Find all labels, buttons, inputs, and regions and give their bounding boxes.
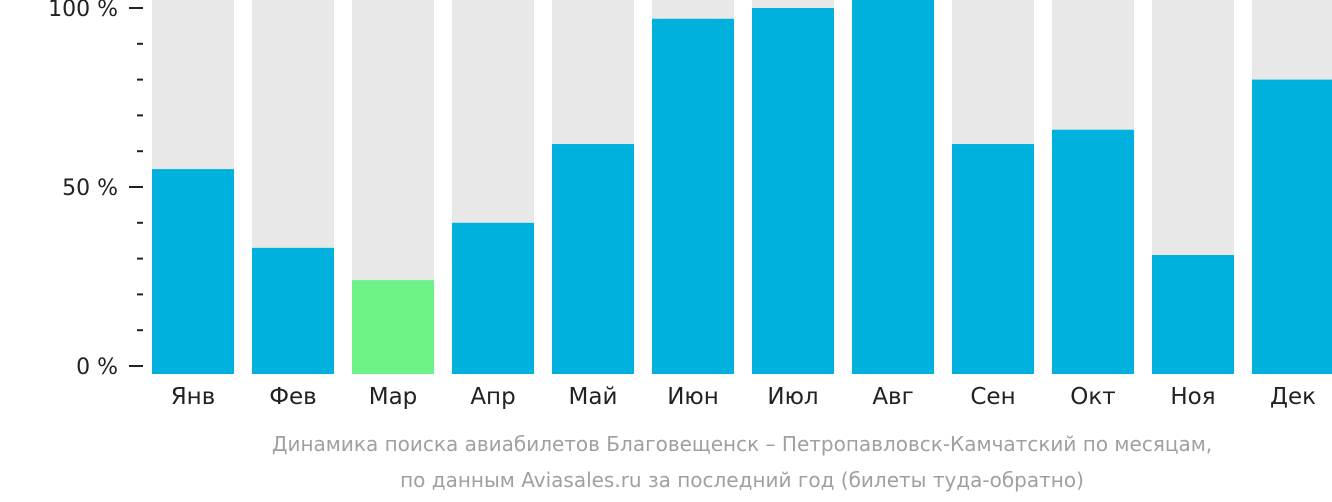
x-tick-label-month-10: Окт xyxy=(1070,384,1115,410)
x-tick-label-month-12: Дек xyxy=(1270,384,1316,410)
bar-month-10 xyxy=(1052,129,1134,374)
bar-month-8 xyxy=(852,0,934,374)
x-tick-label-month-1: Янв xyxy=(171,384,216,410)
x-tick-label-month-2: Фев xyxy=(269,384,317,410)
chart-caption-line-1: Динамика поиска авиабилетов Благовещенск… xyxy=(271,432,1213,456)
bar-month-1 xyxy=(152,169,234,374)
bar-month-5 xyxy=(552,144,634,374)
bar-month-9 xyxy=(952,144,1034,374)
x-tick-label-month-3: Мар xyxy=(369,384,418,410)
y-tick-label: 50 % xyxy=(62,176,118,201)
x-tick-label-month-11: Ноя xyxy=(1170,384,1215,410)
bar-month-4 xyxy=(452,222,534,374)
bar-month-7 xyxy=(752,8,834,374)
chart-caption-line-2: по данным Aviasales.ru за последний год … xyxy=(400,468,1084,492)
x-axis-labels: Янв Фев Мар Апр Май Июн Июл Авг Сен Окт Ноя Дек xyxy=(171,384,1316,410)
x-tick-label-month-7: Июл xyxy=(767,384,818,410)
y-axis: 0 % 50 % 100 % xyxy=(48,0,143,380)
x-tick-label-month-4: Апр xyxy=(470,384,515,410)
bar-month-12 xyxy=(1252,79,1332,374)
bar-month-2 xyxy=(252,247,334,374)
x-tick-label-month-9: Сен xyxy=(970,384,1015,410)
x-tick-label-month-5: Май xyxy=(569,384,618,410)
x-tick-label-month-8: Авг xyxy=(872,384,913,410)
value-bars xyxy=(152,0,1332,375)
y-tick-label: 100 % xyxy=(48,0,118,22)
y-tick-label: 0 % xyxy=(76,355,118,380)
bar-month-3 xyxy=(352,280,434,374)
bar-month-11 xyxy=(1152,255,1234,374)
x-tick-label-month-6: Июн xyxy=(667,384,719,410)
bar-month-6 xyxy=(652,18,734,375)
